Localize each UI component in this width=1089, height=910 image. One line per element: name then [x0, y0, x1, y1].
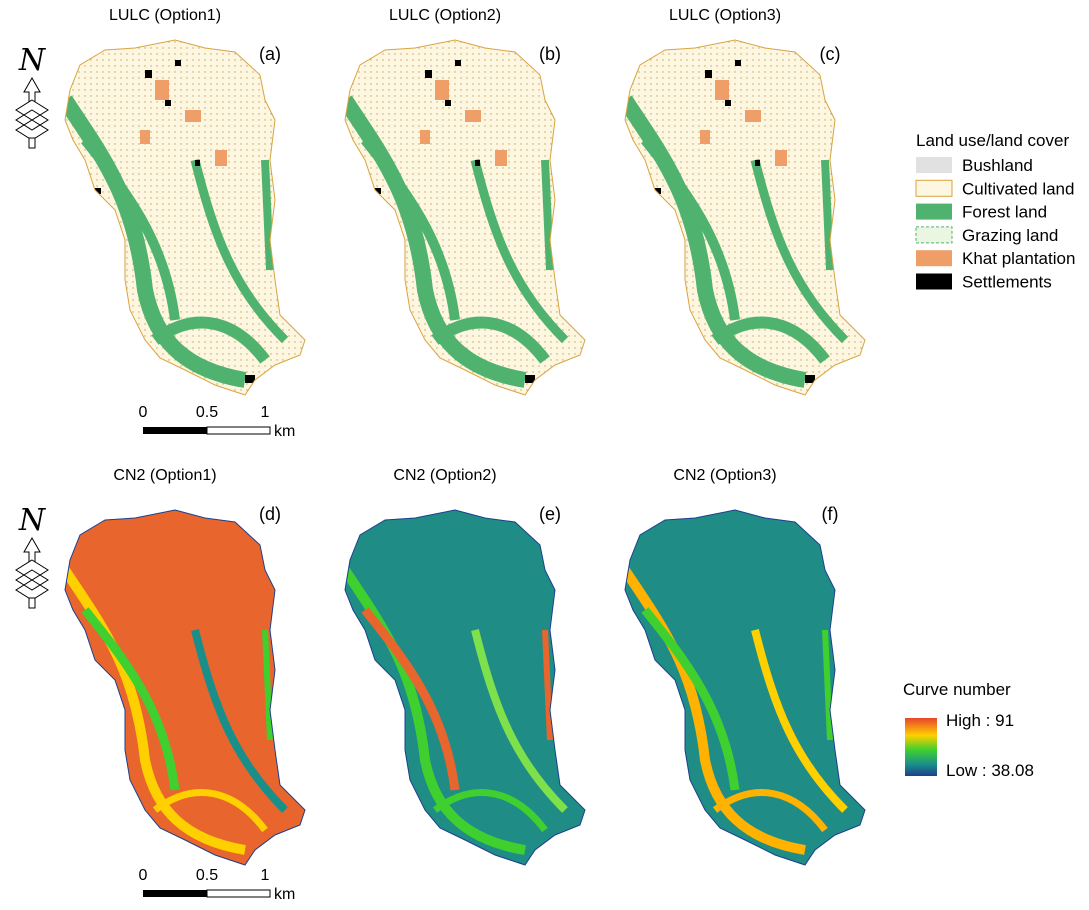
panel-label: (b) [539, 44, 561, 64]
north-label: N [18, 43, 47, 78]
panel-label: (c) [820, 44, 841, 64]
panel-title: CN2 (Option2) [393, 467, 496, 484]
legend-low: Low : 38.08 [946, 761, 1034, 780]
map-panel: LULC (Option2) (b) [340, 7, 590, 400]
map-panel: CN2 (Option2) (e) [340, 467, 590, 870]
legend-swatch [916, 250, 952, 266]
panel-label: (f) [822, 504, 839, 524]
legend-swatch [916, 227, 952, 243]
legend-swatch [916, 157, 952, 173]
legend-label: Grazing land [962, 226, 1058, 245]
map-panel: LULC (Option3) (c) [620, 7, 870, 400]
scale-tick-label: 1 [261, 867, 270, 884]
scale-bar: 0 0.5 1km [139, 404, 296, 440]
north-label: N [18, 503, 47, 538]
panel-title: CN2 (Option3) [673, 467, 776, 484]
legend-swatch [916, 180, 952, 196]
north-arrow: N [16, 43, 48, 148]
map-panel: CN2 (Option3) (f) [620, 467, 870, 870]
lulc-legend: Land use/land cover Bushland Cultivated l… [916, 131, 1075, 292]
legend-title: Land use/land cover [916, 131, 1069, 150]
legend-swatch [916, 274, 952, 290]
color-ramp [905, 718, 937, 776]
panel-label: (d) [259, 504, 281, 524]
map-panel: LULC (Option1) (a) [60, 7, 310, 400]
scale-unit: km [274, 886, 295, 903]
panel-label: (e) [539, 504, 561, 524]
panel-title: LULC (Option2) [389, 7, 501, 24]
panel-title: LULC (Option1) [109, 7, 221, 24]
legend-label: Forest land [962, 203, 1047, 222]
panel-title: CN2 (Option1) [113, 467, 216, 484]
legend-swatch [916, 204, 952, 220]
scale-tick-label: 0.5 [196, 404, 218, 421]
north-arrow: N [16, 503, 48, 608]
scale-tick-label: 0 [139, 404, 148, 421]
legend-title: Curve number [903, 680, 1011, 699]
scale-tick-label: 1 [261, 404, 270, 421]
legend-label: Bushland [962, 156, 1033, 175]
scale-bar: 0 0.5 1km [139, 867, 296, 903]
scale-tick-label: 0.5 [196, 867, 218, 884]
map-panel: CN2 (Option1) (d) [60, 467, 310, 870]
figure: N N Land use/land cover Bushland Cultivat… [0, 0, 1089, 905]
panel-title: LULC (Option3) [669, 7, 781, 24]
scale-tick-label: 0 [139, 867, 148, 884]
legend-label: Cultivated land [962, 179, 1074, 198]
legend-high: High : 91 [946, 711, 1014, 730]
scale-unit: km [274, 423, 295, 440]
legend-label: Settlements [962, 273, 1052, 292]
legend-label: Khat plantation [962, 249, 1075, 268]
cn-legend: Curve number High : 91 Low : 38.08 [903, 680, 1034, 780]
panel-label: (a) [259, 44, 281, 64]
